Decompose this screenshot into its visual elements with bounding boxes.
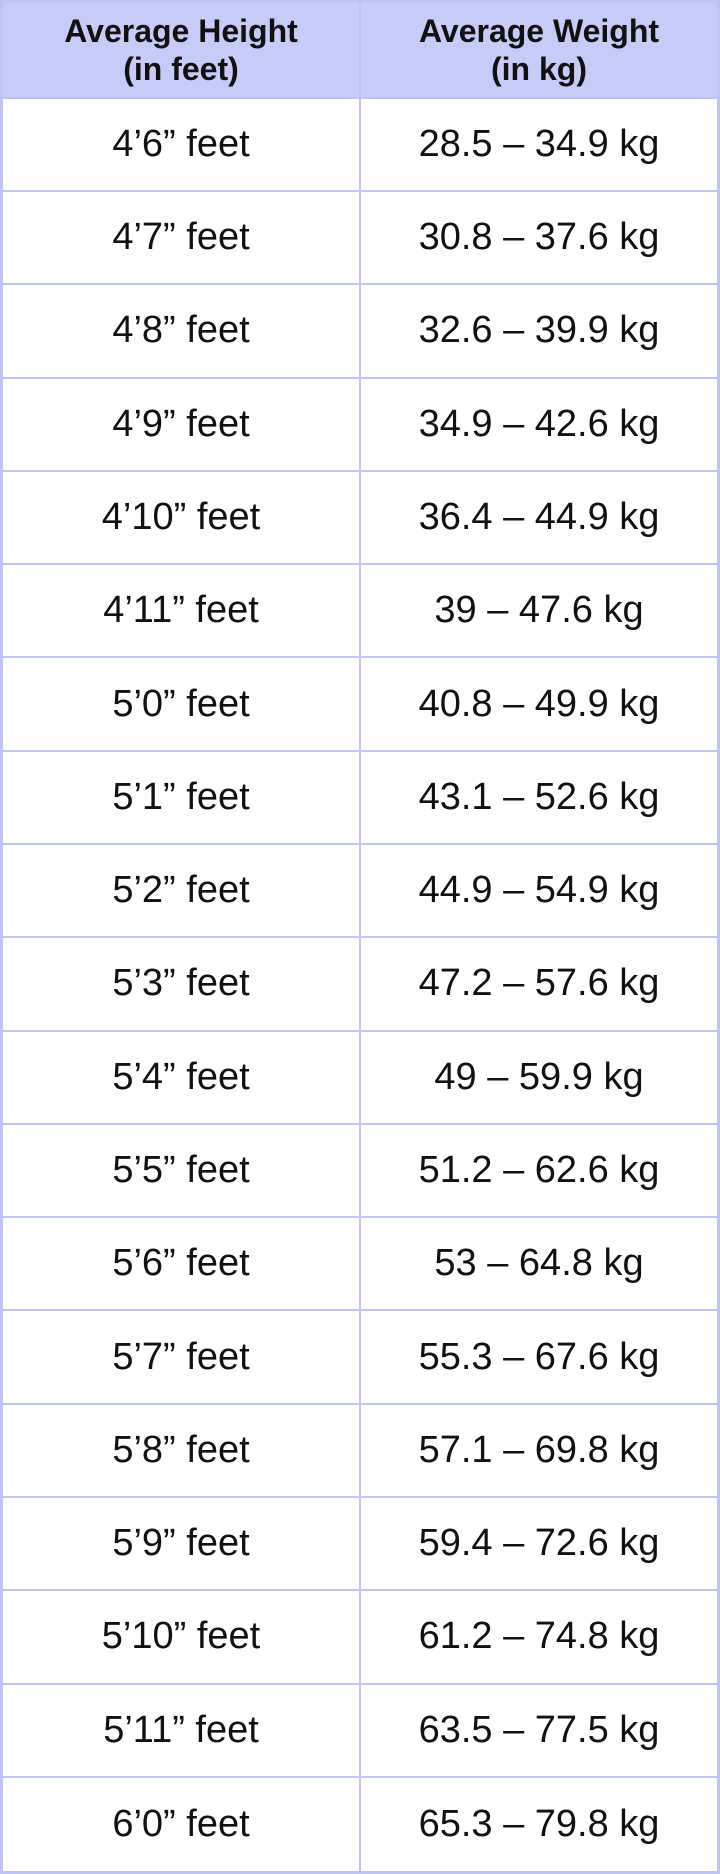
height-cell: 4’8” feet [112, 309, 250, 352]
weight-cell: 59.4 – 72.6 kg [359, 1497, 717, 1590]
height-cell: 5’2” feet [112, 869, 250, 912]
header-cell: Average Weight (in kg) [359, 3, 717, 97]
table-row: 4’8” feet 32.6 – 39.9 kg [3, 285, 717, 379]
table-row: 5’7” feet 55.3 – 67.6 kg [3, 1311, 717, 1405]
height-cell: 5’9” feet [112, 1522, 250, 1565]
weight-cell: 65.3 – 79.8 kg [359, 1777, 717, 1872]
weight-cell: 49 – 59.9 kg [359, 1031, 717, 1123]
weight-cell: 47.2 – 57.6 kg [359, 938, 717, 1030]
height-cell: 5’11” feet [103, 1708, 259, 1751]
weight-cell: 44.9 – 54.9 kg [359, 845, 717, 937]
height-cell: 5’3” feet [112, 962, 250, 1005]
table-row: 5’10” feet 61.2 – 74.8 kg [3, 1591, 717, 1685]
weight-cell: 32.6 – 39.9 kg [359, 285, 717, 377]
height-cell: 5’10” feet [101, 1615, 261, 1658]
table-row: 5’8” feet 57.1 – 69.8 kg [3, 1404, 717, 1498]
header-text: Average Weight [418, 12, 660, 49]
weight-cell: 30.8 – 37.6 kg [359, 192, 717, 284]
weight-cell: 36.4 – 44.9 kg [359, 471, 717, 564]
height-cell: 6’0” feet [112, 1802, 250, 1845]
table-row: 4’9” feet 34.9 – 42.6 kg [3, 378, 717, 472]
table-row: 4’10” feet 36.4 – 44.9 kg [3, 471, 717, 566]
height-cell: 5’7” feet [112, 1335, 250, 1378]
table-row: 5’9” feet 59.4 – 72.6 kg [3, 1497, 717, 1592]
header-text: (in kg) [491, 50, 587, 87]
weight-cell: 34.9 – 42.6 kg [359, 378, 717, 470]
weight-cell: 53 – 64.8 kg [359, 1218, 717, 1310]
table-row: 4’7” feet 30.8 – 37.6 kg [3, 192, 717, 286]
height-cell: 5’6” feet [112, 1242, 250, 1285]
height-cell: 4’6” feet [112, 122, 250, 165]
height-cell: 5’0” feet [112, 682, 250, 725]
height-cell: 5’8” feet [112, 1428, 250, 1471]
height-cell: 4’9” feet [112, 402, 250, 445]
weight-cell: 57.1 – 69.8 kg [359, 1404, 717, 1496]
weight-cell: 51.2 – 62.6 kg [359, 1124, 717, 1217]
table-row: 6’0” feet 65.3 – 79.8 kg [3, 1777, 717, 1872]
height-cell: 4’10” feet [101, 496, 261, 539]
weight-cell: 40.8 – 49.9 kg [359, 658, 717, 750]
height-cell: 4’7” feet [112, 216, 250, 259]
header-text: Average Height [64, 12, 298, 49]
header-text: (in feet) [123, 50, 239, 87]
height-cell: 4’11” feet [103, 589, 259, 632]
weight-cell: 43.1 – 52.6 kg [359, 751, 717, 844]
table-row: 5’5” feet 51.2 – 62.6 kg [3, 1124, 717, 1219]
height-cell: 5’1” feet [112, 775, 250, 818]
header-row: Average Height (in feet) Average Weight (in… [3, 3, 717, 99]
height-cell: 5’5” feet [112, 1149, 250, 1191]
table-row: 5’6” feet 53 – 64.8 kg [3, 1218, 717, 1312]
height-cell: 5’4” feet [112, 1055, 250, 1098]
table-row: 4’6” feet 28.5 – 34.9 kg [3, 98, 717, 193]
table-row: 5’1” feet 43.1 – 52.6 kg [3, 751, 717, 846]
table-row: 5’2” feet 44.9 – 54.9 kg [3, 845, 717, 939]
table-row: 5’4” feet 49 – 59.9 kg [3, 1031, 717, 1125]
weight-cell: 28.5 – 34.9 kg [359, 98, 717, 191]
weight-cell: 63.5 – 77.5 kg [359, 1684, 717, 1776]
table-row: 5’11” feet 63.5 – 77.5 kg [3, 1684, 717, 1778]
header-cell: Average Height (in feet) [3, 3, 359, 97]
weight-cell: 61.2 – 74.8 kg [359, 1591, 717, 1683]
table-row: 4’11” feet 39 – 47.6 kg [3, 565, 717, 659]
weight-cell: 55.3 – 67.6 kg [359, 1311, 717, 1403]
table-row: 5’0” feet 40.8 – 49.9 kg [3, 658, 717, 752]
table-row: 5’3” feet 47.2 – 57.6 kg [3, 938, 717, 1032]
weight-cell: 39 – 47.6 kg [359, 565, 717, 657]
